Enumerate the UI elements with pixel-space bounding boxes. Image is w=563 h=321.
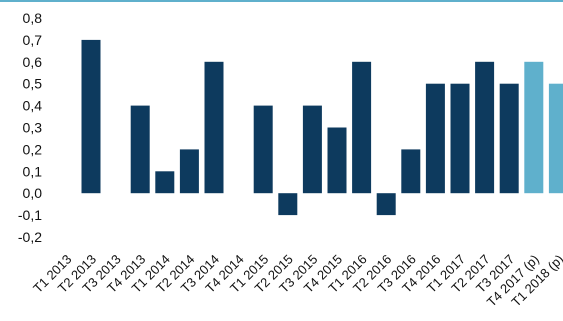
bar (278, 193, 298, 216)
y-tick-label: -0,2 (18, 229, 42, 245)
bar (204, 61, 224, 194)
y-tick-label: 0,3 (23, 120, 43, 136)
y-tick-label: 0,4 (23, 98, 43, 114)
bar (253, 105, 273, 194)
y-tick-label: 0,2 (23, 141, 43, 157)
bar (450, 83, 470, 194)
y-tick-label: 0,1 (23, 163, 43, 179)
y-tick-label: 0,7 (23, 32, 43, 48)
bar (401, 149, 421, 194)
bar (81, 39, 101, 194)
bar (499, 83, 519, 194)
bar (475, 61, 495, 194)
bar (376, 193, 396, 216)
y-tick-label: 0,5 (23, 76, 43, 92)
bar (524, 61, 544, 194)
top-rule (0, 0, 563, 2)
y-axis: 0,8 0,7 0,6 0,5 0,4 0,3 0,2 0,1 0,0 -0,1 -0,2 (18, 10, 42, 245)
bar (130, 105, 150, 194)
bar (302, 105, 322, 194)
y-tick-label: 0,6 (23, 54, 43, 70)
bars (81, 39, 563, 216)
y-tick-label: 0,8 (23, 10, 43, 26)
bar (327, 127, 347, 194)
y-tick-label: -0,1 (18, 207, 42, 223)
bar (425, 83, 445, 194)
bar (548, 83, 563, 194)
bar (155, 171, 175, 194)
bar (352, 61, 372, 194)
y-tick-label: 0,0 (23, 185, 43, 201)
bar (179, 149, 199, 194)
